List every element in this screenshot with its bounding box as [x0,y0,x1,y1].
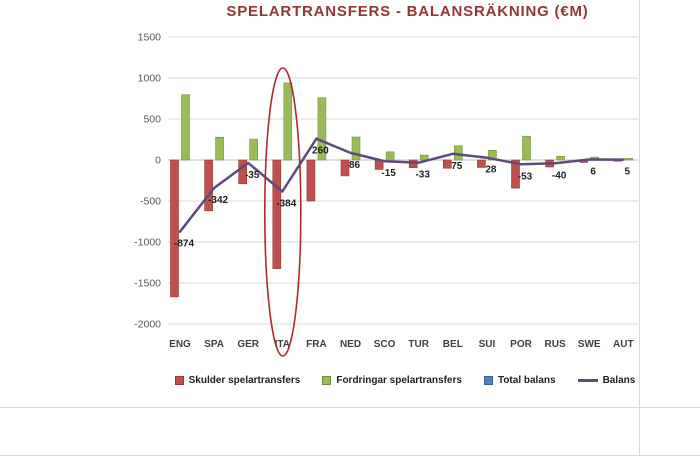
data-label-TUR: -33 [415,170,430,181]
x-category-label-ENG: ENG [169,339,191,350]
balans-line [178,137,625,233]
data-label-ITA: -384 [276,199,296,210]
data-label-SUI: 28 [485,165,497,176]
legend-label: Fordringar spelartransfers [336,375,462,386]
combo-chart: 1500 1000 500 0 -500 -1000 -1500 -2000 -874 -342 -… [134,32,638,357]
y-tick-label: 1000 [138,73,162,85]
bar-skulder-POR [511,159,520,189]
bar-fordringar-SCO [385,151,395,161]
bar-skulder-NED [340,159,350,177]
legend-label: Skulder spelartransfers [188,375,301,386]
x-category-label-BEL: BEL [443,339,463,350]
legend-swatch [174,376,184,385]
y-tick-label: -2000 [134,319,161,331]
x-category-label-NED: NED [340,339,361,350]
data-label-GER: -35 [245,170,260,181]
bar-fordringar-ITA [283,82,293,161]
x-category-label-SPA: SPA [204,339,224,350]
bar-skulder-GER [238,159,247,185]
data-label-SPA: -342 [208,195,228,206]
x-category-label-SUI: SUI [479,339,496,350]
data-label-NED: 86 [349,160,361,171]
x-category-label-ITA: ITA [275,339,290,350]
bar-fordringar-FRA [317,97,327,161]
data-label-POR: -53 [518,171,533,182]
chart-title: SPELARTRANSFERS - BALANSRÄKNING (€M) [226,3,589,20]
y-tick-label: 500 [143,114,161,126]
bar-skulder-BEL [442,159,452,169]
data-label-ENG: -874 [174,239,194,250]
bar-fordringar-NED [351,136,361,161]
bar-fordringar-AUT [624,158,634,161]
x-category-label-GER: GER [237,339,259,350]
bar-fordringar-RUS [556,156,565,161]
data-label-SCO: -15 [381,168,396,179]
y-tick-label: 0 [155,155,161,167]
x-category-label-SCO: SCO [374,339,396,350]
x-category-label-TUR: TUR [408,339,429,350]
bar-skulder-SUI [477,159,486,168]
sheet-gridline-horizontal [0,455,700,456]
y-tick-label: 1500 [138,32,162,44]
sheet-gridline-vertical [639,0,640,456]
y-tick-label: -1500 [134,278,161,290]
legend-swatch [483,376,493,385]
bar-fordringar-ENG [181,94,190,161]
ita-highlight-ellipse [263,67,302,357]
y-tick-label: -1000 [134,237,161,249]
x-category-label-AUT: AUT [613,339,634,350]
legend-swatch [322,376,332,385]
legend-line-marker [577,379,598,382]
bar-fordringar-GER [249,138,258,161]
x-category-label-SWE: SWE [578,339,601,350]
x-category-label-POR: POR [510,339,532,350]
bar-skulder-SPA [204,159,213,212]
chart-legend: Skulder spelartransfers Fordringar spelar… [130,375,680,386]
bar-fordringar-POR [522,135,531,161]
y-tick-label: -500 [140,196,161,208]
legend-item-0: Skulder spelartransfers [174,375,301,386]
legend-label: Balans [602,375,636,386]
x-category-label-FRA: FRA [306,339,327,350]
data-label-RUS: -40 [552,170,567,181]
bar-skulder-FRA [306,159,316,202]
legend-item-2: Total balans [483,375,556,386]
data-label-FRA: 260 [312,146,329,157]
data-label-BEL: 75 [451,161,463,172]
bar-fordringar-SPA [215,136,224,161]
bar-skulder-ITA [272,159,282,269]
sheet-gridline-horizontal [0,407,700,408]
legend-label: Total balans [497,375,556,386]
legend-item-3: Balans [577,375,636,386]
data-label-SWE: 6 [590,167,596,178]
legend-item-1: Fordringar spelartransfers [322,375,462,386]
x-category-label-RUS: RUS [545,339,566,350]
data-label-AUT: 5 [625,167,631,178]
bar-skulder-ENG [170,159,179,298]
